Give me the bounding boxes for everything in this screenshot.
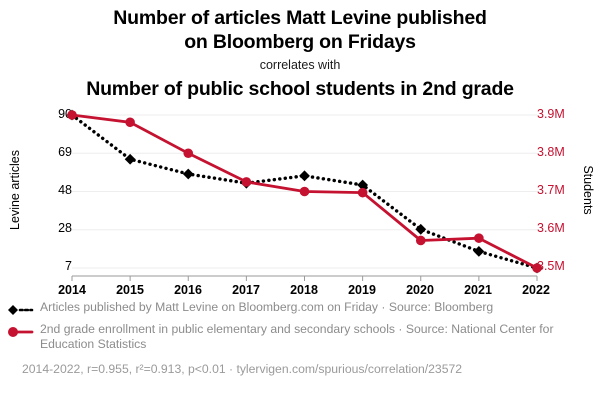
correlates-with-label: correlates with [259, 58, 341, 72]
chart-sub-title: Number of public school students in 2nd … [86, 78, 514, 100]
x-tick-2018: 2018 [290, 283, 318, 297]
diamond-dotted-marker-icon [4, 302, 40, 318]
chart-main-title: Number of articles Matt Levine published… [0, 0, 600, 54]
circle-solid-marker-icon [4, 324, 40, 340]
main-title-line-2: on Bloomberg on Fridays [184, 31, 416, 53]
left-tick-3: 28 [58, 221, 72, 235]
x-tick-2020: 2020 [406, 283, 434, 297]
correlation-stats-footer: 2014-2022, r=0.955, r²=0.913, p<0.01 · t… [0, 356, 600, 377]
x-tick-2022: 2022 [522, 283, 550, 297]
legend-label-students: 2nd grade enrollment in public elementar… [40, 322, 554, 351]
left-tick-4: 7 [65, 259, 72, 273]
right-tick-4: 3.5M [537, 259, 565, 273]
x-tick-2014: 2014 [58, 283, 86, 297]
title-block: Number of articles Matt Levine published… [0, 0, 600, 101]
legend: Articles published by Matt Levine on Blo… [0, 300, 600, 377]
main-title-line-1: Number of articles Matt Levine published [113, 7, 487, 29]
x-tick-2016: 2016 [174, 283, 202, 297]
plot-lines-svg [66, 109, 543, 281]
x-tick-2015: 2015 [116, 283, 144, 297]
footer-text: 2014-2022, r=0.955, r²=0.913, p<0.01 · t… [22, 362, 463, 376]
right-tick-0: 3.9M [537, 107, 565, 121]
left-tick-1: 69 [58, 145, 72, 159]
x-axis-tick-labels: 2014 2015 2016 2017 2018 2019 2020 2021 … [0, 283, 600, 309]
right-axis-tick-labels: 3.9M 3.8M 3.7M 3.6M 3.5M [537, 105, 597, 295]
right-tick-3: 3.6M [537, 221, 565, 235]
plot-area: Levine articles Students 90 69 48 28 7 3… [0, 105, 600, 297]
right-tick-1: 3.8M [537, 145, 565, 159]
x-tick-2019: 2019 [348, 283, 376, 297]
x-tick-2021: 2021 [464, 283, 492, 297]
legend-label-levine: Articles published by Matt Levine on Blo… [40, 300, 494, 314]
legend-item-students: 2nd grade enrollment in public elementar… [0, 322, 600, 352]
right-tick-2: 3.7M [537, 183, 565, 197]
legend-item-levine: Articles published by Matt Levine on Blo… [0, 300, 600, 318]
left-tick-2: 48 [58, 183, 72, 197]
left-axis-tick-labels: 90 69 48 28 7 [0, 105, 72, 295]
x-tick-2017: 2017 [232, 283, 260, 297]
